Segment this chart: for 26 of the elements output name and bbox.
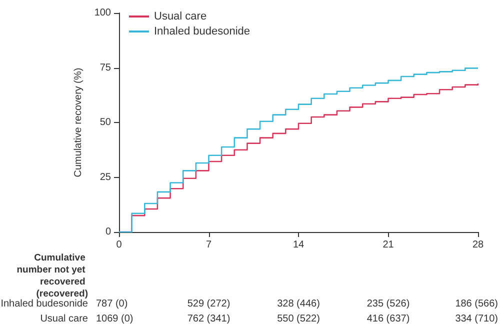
y-axis-title: Cumulative recovery (%) xyxy=(72,68,84,178)
text: 186 (566) xyxy=(455,298,498,310)
text: Usual care xyxy=(40,314,88,324)
x-tick-label: 21 xyxy=(382,240,394,250)
legend-label: Inhaled budesonide xyxy=(154,26,250,38)
text: 1069 (0) xyxy=(96,314,134,324)
y-tick-label: 50 xyxy=(100,117,112,128)
x-tick-label: 28 xyxy=(472,240,484,250)
legend-label: Usual care xyxy=(154,10,207,22)
y-tick-label: 100 xyxy=(94,8,112,18)
y-tick-label: 75 xyxy=(100,62,112,74)
text: 529 (272) xyxy=(187,298,230,310)
text: 235 (526) xyxy=(366,298,410,310)
text: Cumulative number not yet recovered (recovered) xyxy=(16,252,88,300)
text: 787 (0) xyxy=(96,298,128,310)
x-tick-label: 14 xyxy=(292,240,304,250)
y-tick-label: 0 xyxy=(105,226,112,238)
text: 550 (522) xyxy=(277,314,320,324)
x-tick-label: 7 xyxy=(206,240,212,250)
x-tick-label: 0 xyxy=(116,240,122,250)
y-tick-label: 25 xyxy=(100,172,112,183)
text: 334 (710) xyxy=(455,314,498,324)
text: Inhaled budesonide xyxy=(0,298,88,310)
text: 762 (341) xyxy=(187,314,230,324)
text: 328 (446) xyxy=(277,298,320,310)
text: 416 (637) xyxy=(366,314,410,324)
